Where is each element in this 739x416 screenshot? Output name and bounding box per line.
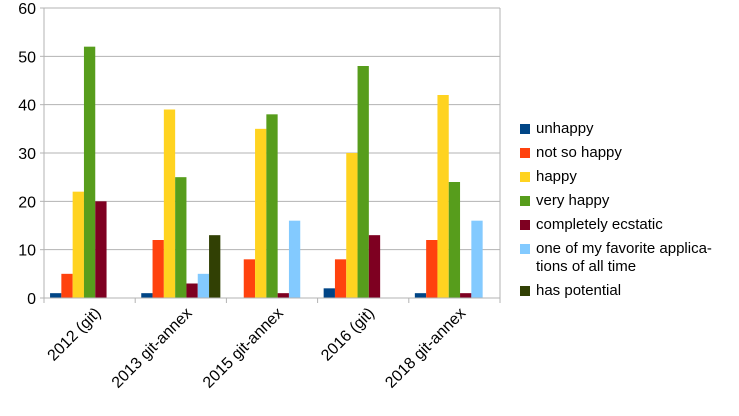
y-tick-label: 20 <box>18 194 36 211</box>
bar <box>163 109 176 298</box>
legend-swatch <box>520 124 530 134</box>
x-category-label: 2016 (git) <box>318 305 378 365</box>
bar <box>471 220 483 298</box>
y-tick-label: 40 <box>18 98 36 115</box>
x-category-label: 2015 git-annex <box>200 305 287 392</box>
bar <box>288 220 301 298</box>
y-axis-tick-labels: 0 10 20 30 40 50 60 <box>18 1 36 308</box>
bar <box>197 273 210 298</box>
bar <box>448 182 461 298</box>
bar <box>50 293 62 298</box>
legend-swatch <box>520 220 530 230</box>
x-category-label: 2013 git-annex <box>109 305 196 392</box>
legend-label: has potential <box>536 282 622 299</box>
chart-legend: unhappy not so happy happy very happy comple… <box>520 120 712 306</box>
legend-item: unhappy <box>520 120 712 138</box>
legend-label: very happy <box>536 192 610 209</box>
y-tick-label: 30 <box>18 146 36 163</box>
bar <box>368 235 381 298</box>
bar <box>152 240 164 298</box>
bar <box>266 114 278 298</box>
legend-label: happy <box>536 168 577 185</box>
x-category-label: 2018 git-annex <box>382 305 469 392</box>
bar <box>186 283 198 298</box>
bar <box>334 259 347 298</box>
bar <box>243 259 256 298</box>
legend-swatch <box>520 172 530 182</box>
legend-label: unhappy <box>536 120 594 137</box>
bars <box>50 46 483 298</box>
x-category-label: 2012 (git) <box>45 305 105 365</box>
bar <box>277 293 289 298</box>
legend-item: very happy <box>520 192 712 210</box>
legend-swatch <box>520 196 530 206</box>
legend-label: not so happy <box>536 144 622 161</box>
legend-item: happy <box>520 168 712 186</box>
y-tick-label: 0 <box>27 291 36 308</box>
legend-swatch <box>520 286 530 296</box>
bar <box>95 201 107 298</box>
bar <box>323 288 335 298</box>
bar <box>83 46 96 298</box>
bar <box>175 177 187 298</box>
y-tick-label: 60 <box>18 1 36 18</box>
bar <box>72 191 84 298</box>
y-tick-label: 50 <box>18 49 36 66</box>
bar <box>141 293 153 298</box>
legend-item: has potential <box>520 282 712 300</box>
axes <box>40 7 501 303</box>
bar <box>460 293 472 298</box>
bar <box>209 235 221 298</box>
legend-item: one of my favorite applica- tions of all… <box>520 240 712 276</box>
bar <box>346 153 358 298</box>
bar <box>426 240 438 298</box>
legend-item: completely ecstatic <box>520 216 712 234</box>
y-tick-label: 10 <box>18 243 36 260</box>
bar <box>61 273 73 298</box>
bar <box>255 128 267 298</box>
x-axis-category-labels: 2012 (git) 2013 git-annex 2015 git-annex 20… <box>45 305 470 392</box>
bar <box>437 95 449 298</box>
legend-swatch <box>520 244 530 254</box>
legend-swatch <box>520 148 530 158</box>
legend-label: completely ecstatic <box>536 216 663 233</box>
bar <box>414 293 427 298</box>
legend-label: one of my favorite applica- tions of all… <box>536 240 712 275</box>
bar <box>357 66 369 298</box>
legend-item: not so happy <box>520 144 712 162</box>
